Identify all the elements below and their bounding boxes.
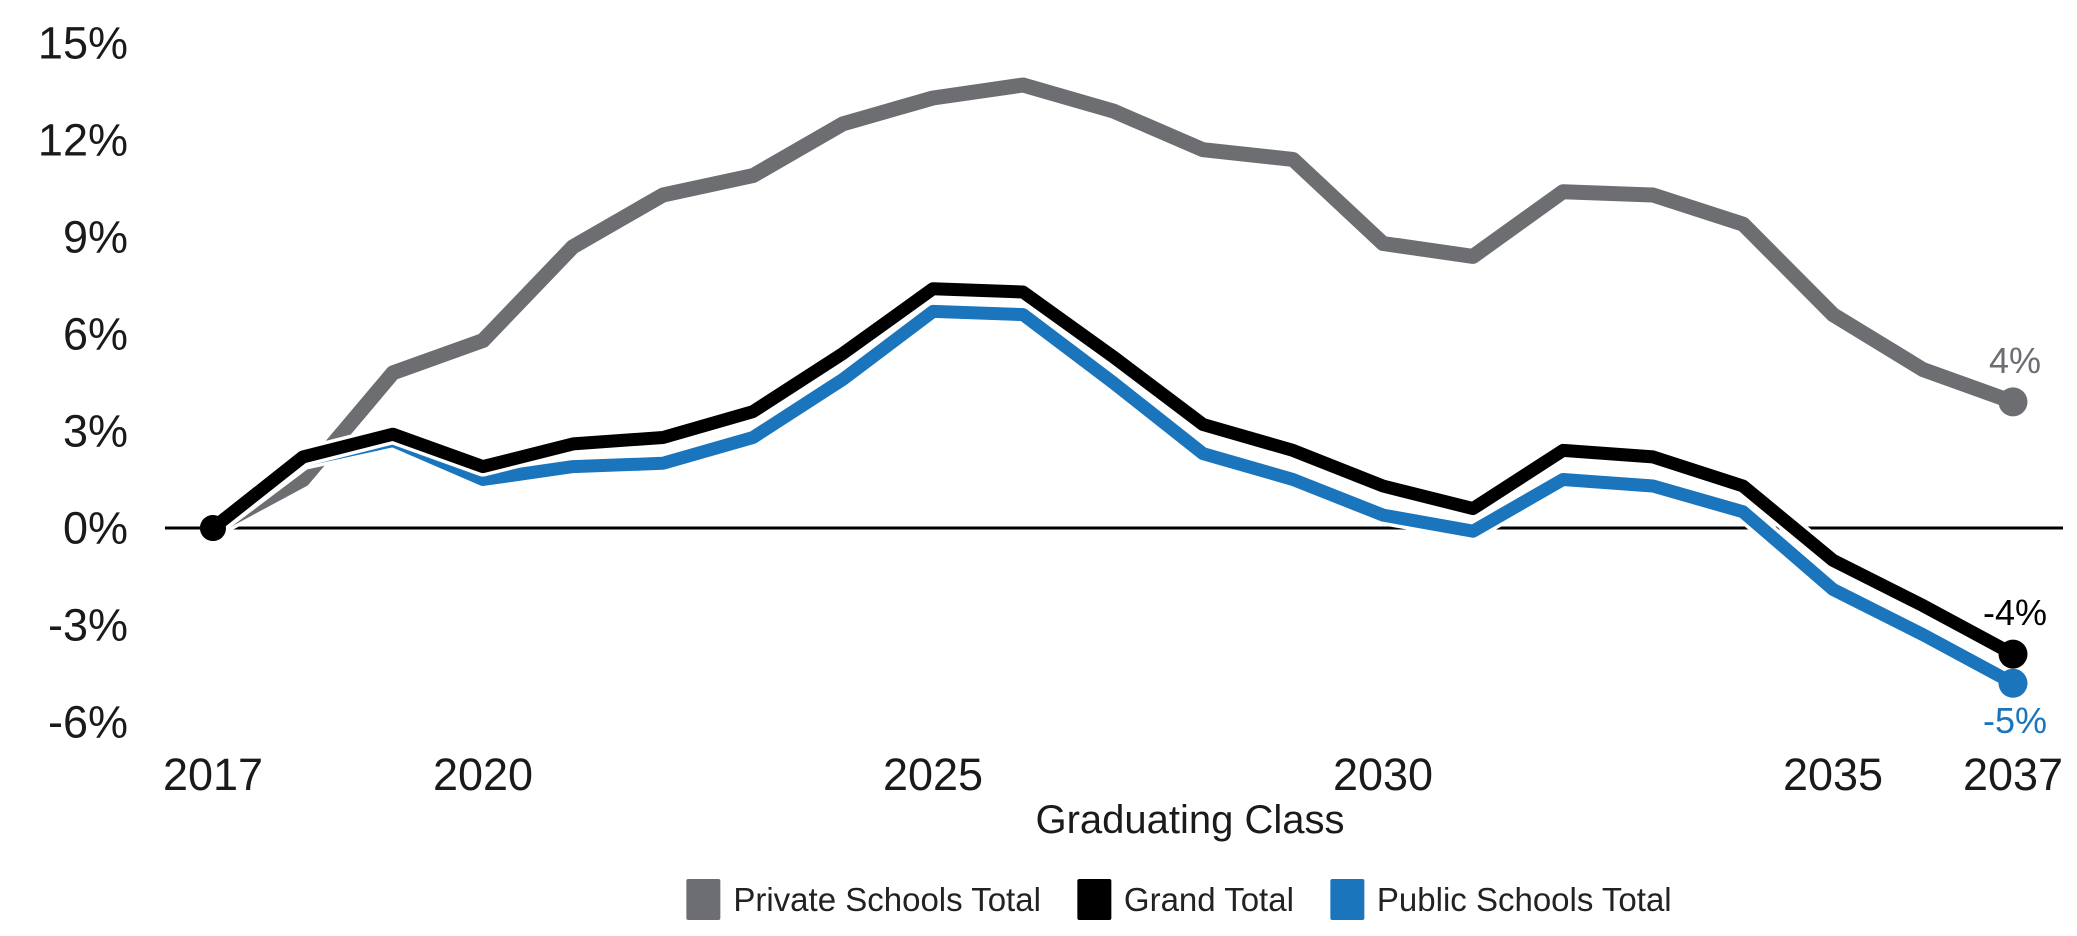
end-label-public-schools-total: -5%	[1982, 700, 2048, 742]
legend-item-grand-total: Grand Total	[1076, 879, 1294, 920]
series-line-stroke	[209, 77, 2016, 535]
legend-label-grand-total: Grand Total	[1123, 881, 1294, 918]
end-label-grand-total: -4%	[1982, 592, 2048, 634]
series-line-stroke	[209, 304, 2017, 689]
legend-item-public-schools-total: Public Schools Total	[1329, 879, 1672, 920]
end-label-private-schools-total: 4%	[1988, 339, 2042, 381]
legend: Private Schools Total Grand Total Public S…	[686, 879, 1672, 920]
y-tick-label-0-: 0%	[62, 502, 128, 554]
series-start-dot	[200, 515, 226, 541]
legend-item-private-schools-total: Private Schools Total	[686, 879, 1041, 920]
legend-label-private-schools-total: Private Schools Total	[733, 881, 1041, 918]
x-tick-label-2037: 2037	[1962, 749, 2064, 800]
legend-swatch-private-schools-total	[686, 879, 721, 920]
series-end-dot	[1998, 387, 2028, 417]
y-tick-label-15-: 15%	[37, 17, 128, 69]
y-tick-label-6-: 6%	[62, 308, 128, 360]
series-line-stroke	[208, 282, 2017, 660]
x-tick-label-2017: 2017	[162, 749, 264, 800]
legend-swatch-grand-total	[1076, 879, 1111, 920]
series-line-grand-total	[200, 278, 2028, 669]
x-tick-label-2025: 2025	[882, 749, 984, 800]
x-tick-label-2020: 2020	[432, 749, 534, 800]
legend-label-public-schools-total: Public Schools Total	[1376, 881, 1672, 918]
y-tick-label-3-: 3%	[62, 405, 128, 457]
y-tick-label--3-: -3%	[47, 599, 128, 651]
series-end-dot	[1998, 668, 2028, 698]
y-tick-label--6-: -6%	[47, 696, 128, 748]
series-end-dot	[1998, 639, 2028, 669]
x-tick-label-2030: 2030	[1332, 749, 1434, 800]
x-tick-label-2035: 2035	[1782, 749, 1884, 800]
y-tick-label-12-: 12%	[37, 114, 128, 166]
legend-swatch-public-schools-total	[1329, 879, 1364, 920]
x-axis-title: Graduating Class	[1035, 798, 1345, 842]
y-tick-label-9-: 9%	[62, 211, 128, 263]
